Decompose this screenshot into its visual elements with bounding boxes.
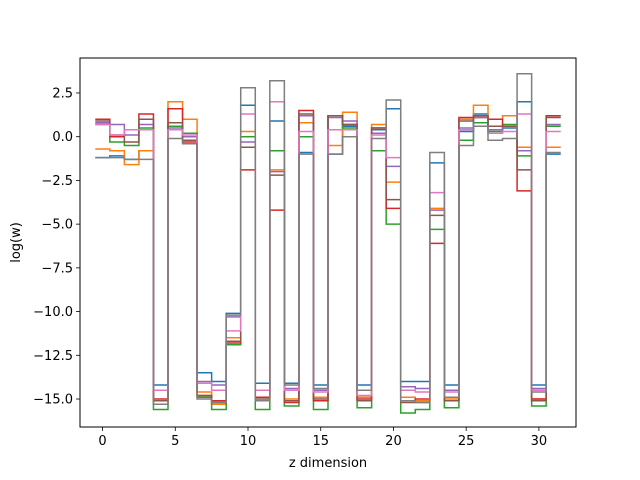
x-tick-label: 15: [312, 434, 329, 449]
x-tick-label: 0: [98, 434, 106, 449]
series-line-8: [95, 72, 561, 406]
series-layer: [95, 72, 561, 414]
y-tick-label: −10.0: [33, 305, 73, 320]
y-tick-label: −12.5: [33, 349, 73, 364]
series-line-6: [95, 113, 561, 404]
y-tick-label: −2.5: [41, 174, 73, 189]
y-tick-label: −15.0: [33, 393, 73, 408]
x-axis-label: z dimension: [289, 456, 367, 471]
x-tick-label: 30: [531, 434, 548, 449]
y-axis-ticks: 2.5 0.0 −2.5 −5.0 −7.5 −10.0 −12.5 −15.0: [33, 86, 80, 408]
y-tick-label: −5.0: [41, 218, 73, 233]
x-tick-label: 25: [458, 434, 475, 449]
x-tick-label: 20: [385, 434, 402, 449]
x-axis-ticks: 0 5 10 15 20 25 30: [98, 427, 547, 449]
y-tick-label: 0.0: [52, 130, 73, 145]
y-axis-label: log(w): [9, 222, 24, 263]
x-tick-label: 5: [171, 434, 179, 449]
plot-frame: [79, 57, 577, 428]
x-tick-label: 10: [240, 434, 257, 449]
y-tick-label: 2.5: [52, 86, 73, 101]
y-tick-label: −7.5: [41, 261, 73, 276]
